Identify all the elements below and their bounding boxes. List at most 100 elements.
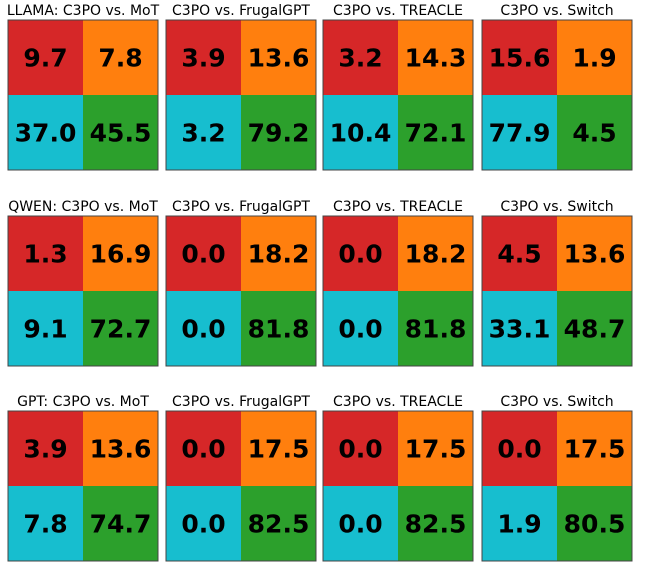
heatmap-cell — [557, 95, 632, 170]
panel-title: C3PO vs. FrugalGPT — [172, 199, 310, 215]
heatmap-cell — [323, 411, 398, 486]
panel-title: C3PO vs. Switch — [500, 394, 613, 410]
panel-title: GPT: C3PO vs. MoT — [17, 394, 149, 410]
panel-title: C3PO vs. Switch — [500, 3, 613, 19]
heatmap-cell — [398, 291, 473, 366]
heatmap-cell — [166, 216, 241, 291]
cell-value-label: 0.0 — [338, 435, 382, 464]
cell-value-label: 18.2 — [248, 240, 310, 269]
panel-frame — [7, 19, 159, 171]
heatmap-panel: C3PO vs. Switch 4.5 13.6 33.1 48.7 — [481, 199, 633, 367]
heatmap-cell — [83, 95, 158, 170]
panel-frame — [481, 215, 633, 367]
heatmap-cell — [482, 20, 557, 95]
heatmap-panel: LLAMA: C3PO vs. MoT 9.7 7.8 37.0 45.5 — [7, 3, 160, 171]
heatmap-panel: C3PO vs. FrugalGPT 0.0 18.2 0.0 81.8 — [165, 199, 317, 367]
cell-value-label: 13.6 — [564, 240, 626, 269]
heatmap-cell — [241, 291, 316, 366]
cell-value-label: 0.0 — [181, 435, 225, 464]
heatmap-cell — [166, 486, 241, 561]
cell-value-label: 0.0 — [181, 315, 225, 344]
cell-value-label: 4.5 — [572, 119, 616, 148]
heatmap-cell — [323, 20, 398, 95]
heatmap-cell — [323, 216, 398, 291]
cell-value-label: 72.7 — [90, 315, 152, 344]
cell-value-label: 15.6 — [489, 44, 551, 73]
heatmap-cell — [557, 20, 632, 95]
heatmap-cell — [83, 291, 158, 366]
heatmap-cell — [8, 216, 83, 291]
cell-value-label: 45.5 — [90, 119, 152, 148]
heatmap-panel: GPT: C3PO vs. MoT 3.9 13.6 7.8 74.7 — [7, 394, 159, 562]
panel-frame — [165, 215, 317, 367]
cell-value-label: 7.8 — [23, 510, 67, 539]
cell-value-label: 1.3 — [23, 240, 67, 269]
cell-value-label: 80.5 — [564, 510, 626, 539]
cell-value-label: 0.0 — [338, 510, 382, 539]
heatmap-panel: C3PO vs. TREACLE 0.0 18.2 0.0 81.8 — [322, 199, 474, 367]
cell-value-label: 82.5 — [405, 510, 467, 539]
cell-value-label: 10.4 — [330, 119, 392, 148]
cell-value-label: 9.7 — [23, 44, 67, 73]
cell-value-label: 0.0 — [338, 315, 382, 344]
cell-value-label: 4.5 — [497, 240, 541, 269]
panel-title: C3PO vs. Switch — [500, 199, 613, 215]
heatmap-cell — [241, 20, 316, 95]
heatmap-cell — [8, 291, 83, 366]
cell-value-label: 82.5 — [248, 510, 310, 539]
heatmap-panel: C3PO vs. Switch 15.6 1.9 77.9 4.5 — [481, 3, 633, 171]
cell-value-label: 7.8 — [98, 44, 142, 73]
panel-title: C3PO vs. FrugalGPT — [172, 394, 310, 410]
cell-value-label: 13.6 — [248, 44, 310, 73]
heatmap-cell — [398, 95, 473, 170]
heatmap-cell — [166, 291, 241, 366]
heatmap-cell — [482, 486, 557, 561]
heatmap-cell — [241, 95, 316, 170]
panel-title: C3PO vs. TREACLE — [333, 199, 463, 215]
panel-frame — [165, 410, 317, 562]
heatmap-cell — [323, 291, 398, 366]
cell-value-label: 74.7 — [90, 510, 152, 539]
heatmap-cell — [241, 411, 316, 486]
panel-title: QWEN: C3PO vs. MoT — [8, 199, 158, 215]
panel-frame — [7, 410, 159, 562]
heatmap-cell — [482, 216, 557, 291]
cell-value-label: 0.0 — [497, 435, 541, 464]
cell-value-label: 72.1 — [405, 119, 467, 148]
cell-value-label: 3.9 — [181, 44, 225, 73]
cell-value-label: 77.9 — [489, 119, 551, 148]
heatmap-cell — [241, 216, 316, 291]
cell-value-label: 18.2 — [405, 240, 467, 269]
cell-value-label: 13.6 — [90, 435, 152, 464]
heatmap-cell — [398, 20, 473, 95]
cell-value-label: 33.1 — [489, 315, 551, 344]
cell-value-label: 17.5 — [405, 435, 467, 464]
panel-frame — [322, 19, 474, 171]
heatmap-cell — [398, 486, 473, 561]
cell-value-label: 0.0 — [338, 240, 382, 269]
heatmap-cell — [557, 291, 632, 366]
heatmap-cell — [8, 411, 83, 486]
heatmap-panel: C3PO vs. FrugalGPT 3.9 13.6 3.2 79.2 — [165, 3, 317, 171]
cell-value-label: 81.8 — [248, 315, 310, 344]
cell-value-label: 9.1 — [23, 315, 67, 344]
cell-value-label: 48.7 — [564, 315, 626, 344]
heatmap-cell — [557, 486, 632, 561]
cell-value-label: 37.0 — [15, 119, 77, 148]
panel-frame — [322, 215, 474, 367]
panel-title: LLAMA: C3PO vs. MoT — [7, 3, 160, 19]
heatmap-cell — [323, 95, 398, 170]
cell-value-label: 3.2 — [181, 119, 225, 148]
cell-value-label: 0.0 — [181, 240, 225, 269]
panel-frame — [322, 410, 474, 562]
cell-value-label: 1.9 — [497, 510, 541, 539]
cell-value-label: 3.2 — [338, 44, 382, 73]
heatmap-panel: C3PO vs. TREACLE 3.2 14.3 10.4 72.1 — [322, 3, 474, 171]
heatmap-cell — [166, 411, 241, 486]
heatmap-cell — [398, 216, 473, 291]
cell-value-label: 1.9 — [572, 44, 616, 73]
heatmap-cell — [557, 411, 632, 486]
heatmap-cell — [166, 20, 241, 95]
heatmap-cell — [8, 95, 83, 170]
